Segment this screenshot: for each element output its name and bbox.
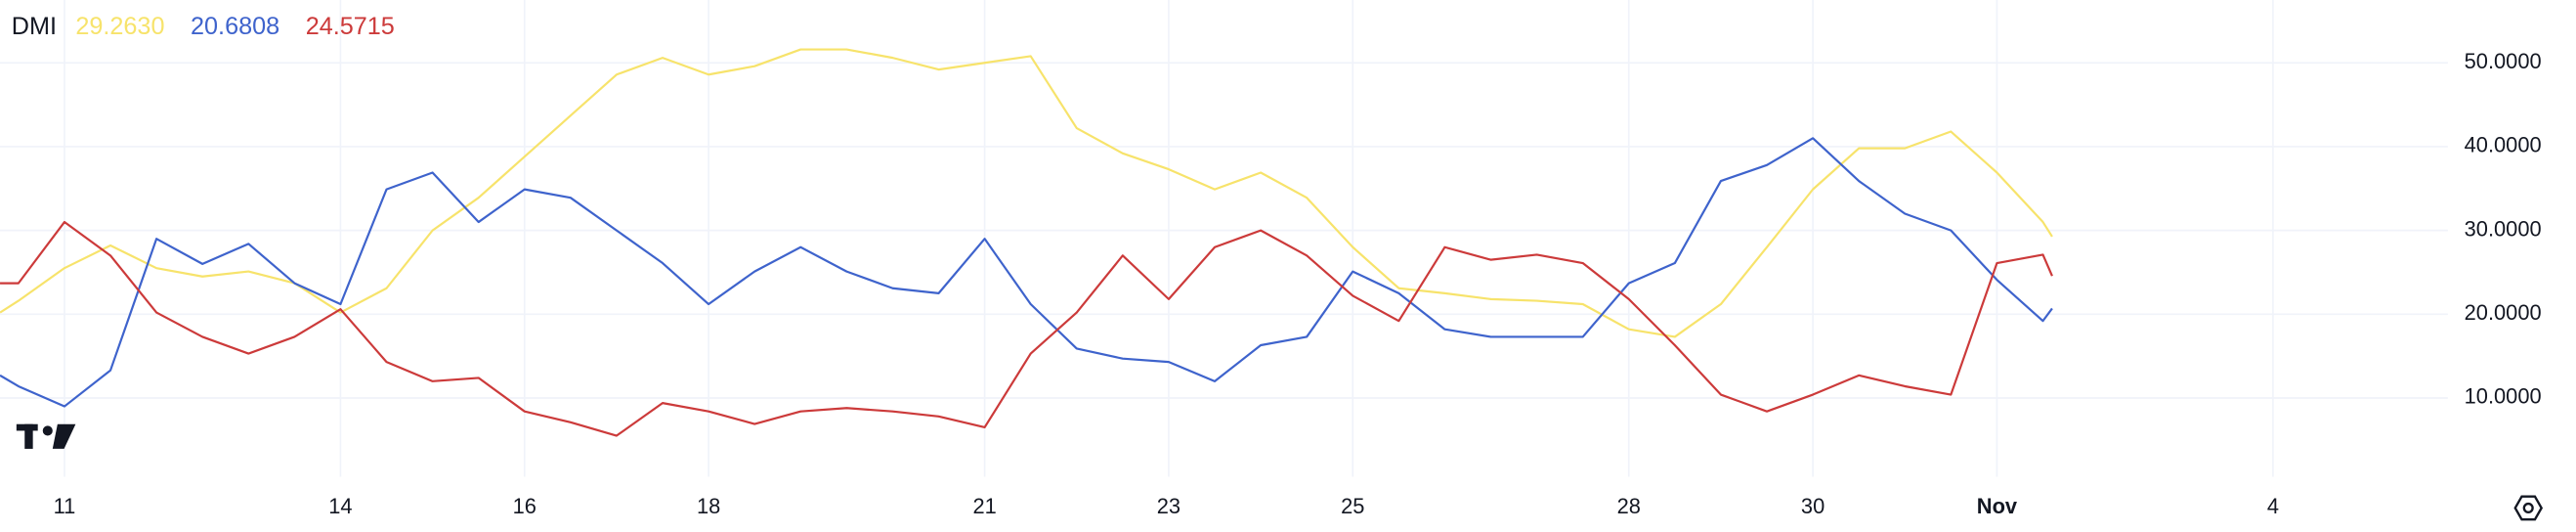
header-value: 24.5715 [306,13,395,40]
x-tick-label: 21 [972,494,996,518]
x-tick-label: 16 [513,494,537,518]
x-tick-label: 30 [1801,494,1825,518]
logo-part [42,425,53,436]
x-tick-label: 18 [697,494,720,518]
logo-part [24,423,33,449]
x-tick-label: 11 [54,494,76,518]
x-tick-label: Nov [1977,494,2018,518]
y-tick-label: 10.0000 [2465,384,2542,409]
x-tick-label: 23 [1157,494,1181,518]
x-tick-label: 4 [2267,494,2279,518]
settings-icon[interactable] [2513,495,2544,521]
series-line [0,48,2053,338]
grid [0,0,2448,477]
labels: DMI 29.2630 20.6808 24.5715 10.0000 20.00… [12,13,2542,518]
indicator-title: DMI [12,13,57,40]
header-value: 20.6808 [191,13,279,40]
gear-hole[interactable] [2522,502,2534,514]
y-tick-label: 50.0000 [2465,49,2542,73]
x-tick-label: 28 [1617,494,1641,518]
logo-part [52,423,76,449]
x-tick-label: 25 [1341,494,1364,518]
header-value: 29.2630 [75,13,164,40]
gear[interactable] [2513,495,2544,521]
y-tick-label: 40.0000 [2465,133,2542,157]
y-tick-label: 20.0000 [2465,300,2542,325]
series-line [0,220,2053,437]
x-tick-label: 14 [328,494,352,518]
lines [0,48,2053,437]
y-tick-label: 30.0000 [2465,216,2542,241]
series-line [0,137,2053,408]
tradingview-logo [16,423,76,449]
